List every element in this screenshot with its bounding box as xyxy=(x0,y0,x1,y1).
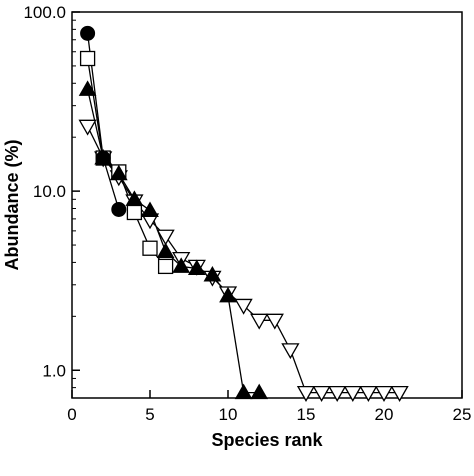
data-point xyxy=(142,240,158,256)
x-tick-label: 20 xyxy=(375,405,394,424)
x-tick-label: 25 xyxy=(453,405,472,424)
y-axis-label: Abundance (%) xyxy=(2,139,22,270)
data-point xyxy=(111,201,127,217)
axis-ticks: 0 5 10 15 20 25 1.0 10.0 100.0 xyxy=(23,3,471,424)
data-point xyxy=(157,258,174,275)
data-point xyxy=(95,150,111,166)
data-point xyxy=(343,385,362,402)
series-line xyxy=(87,126,400,394)
data-point xyxy=(109,164,128,181)
data-point xyxy=(156,242,175,259)
data-point xyxy=(141,201,159,217)
data-point xyxy=(79,50,96,67)
data-point xyxy=(312,385,331,402)
x-tick-label: 10 xyxy=(219,405,238,424)
data-point xyxy=(187,259,206,275)
series-line xyxy=(86,89,260,394)
x-axis-label: Species rank xyxy=(211,430,323,450)
data-point xyxy=(250,313,269,330)
data-point xyxy=(281,343,300,360)
data-point xyxy=(234,298,253,315)
data-point xyxy=(203,266,222,282)
data-point xyxy=(78,119,97,136)
y-tick-label: 10.0 xyxy=(33,182,66,201)
x-tick-label: 0 xyxy=(67,405,76,424)
y-tick-label: 100.0 xyxy=(23,3,66,22)
y-tick-label: 1.0 xyxy=(42,361,66,380)
data-point xyxy=(265,313,284,330)
data-point xyxy=(296,385,316,402)
data-point xyxy=(219,286,237,303)
data-point xyxy=(80,25,96,41)
data-point xyxy=(374,385,394,402)
data-point xyxy=(234,383,253,400)
data-point xyxy=(359,385,378,402)
data-point xyxy=(78,80,97,96)
data-point xyxy=(250,383,269,400)
data-point xyxy=(156,229,175,246)
x-tick-label: 15 xyxy=(297,405,316,424)
series-markers xyxy=(78,25,409,402)
data-point xyxy=(125,190,144,206)
data-point xyxy=(126,204,143,221)
data-point xyxy=(390,385,409,402)
data-point xyxy=(328,385,347,402)
data-point xyxy=(172,257,191,273)
x-tick-label: 5 xyxy=(145,405,154,424)
